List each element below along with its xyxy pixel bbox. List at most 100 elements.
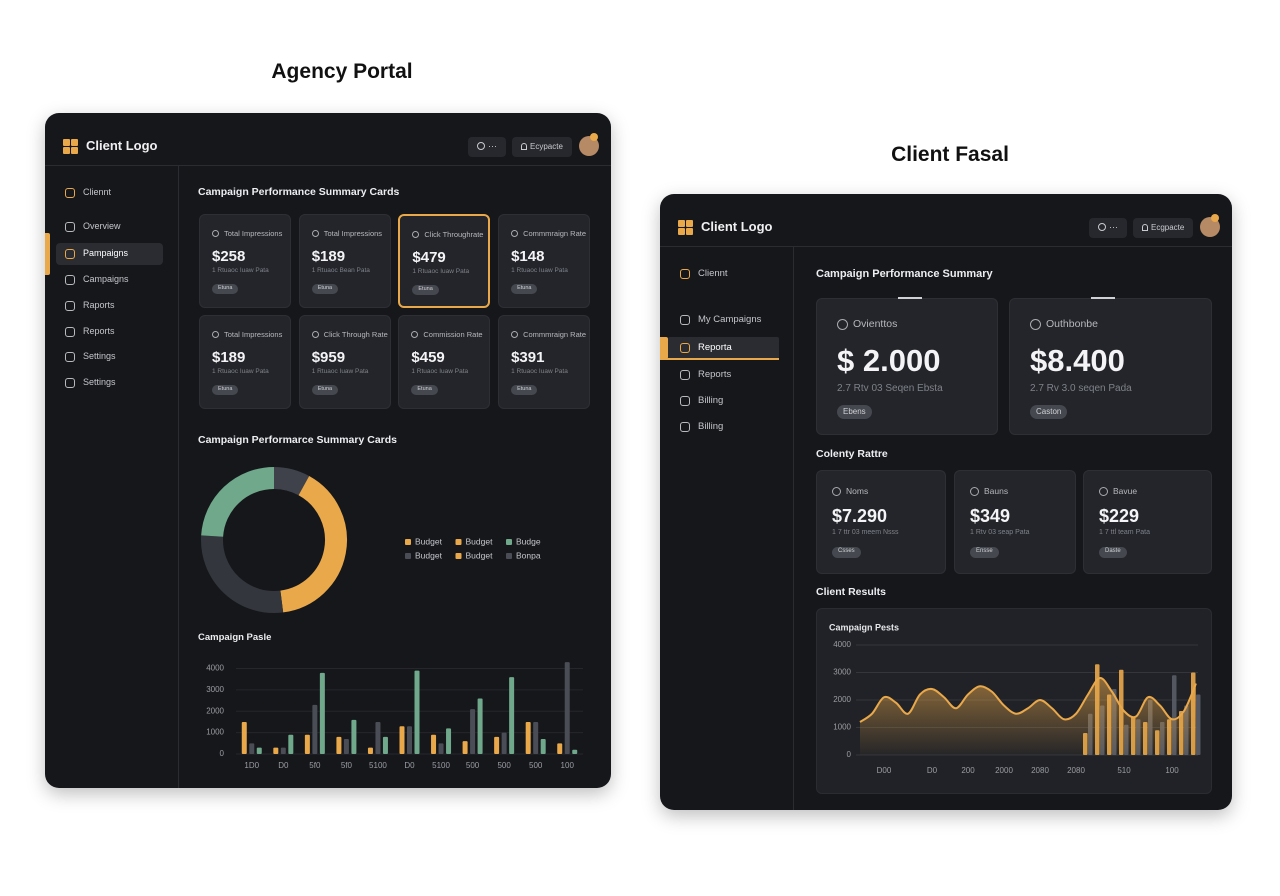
card-value: $479 <box>412 249 446 266</box>
card-label: Bavue <box>1113 486 1138 496</box>
card-label: Total Impressions <box>323 229 383 238</box>
notify-button[interactable]: Ecypacte <box>512 137 572 157</box>
card-label: Outhbonbe <box>1046 318 1098 330</box>
card[interactable]: Ovienttos $ 2.000 2.7 Rtv 03 Seqen Ebsta Eb… <box>816 298 998 435</box>
search-icon <box>477 142 485 150</box>
nav-icon <box>680 370 690 380</box>
card-value: $349 <box>970 506 1011 526</box>
card-tag: Caston <box>1030 405 1068 419</box>
page-heading: Agency Portal <box>271 60 413 83</box>
card[interactable]: Commmraign Rate $391 1 Rtuaoc Iuaw Pata Etu… <box>498 315 591 409</box>
nav-item[interactable]: Raports <box>83 300 115 310</box>
nav-icon <box>680 343 690 353</box>
nav-item[interactable]: Overview <box>83 221 121 231</box>
card-icon <box>212 230 219 237</box>
card-value: $459 <box>411 349 445 366</box>
nav-active-bg <box>668 337 779 359</box>
nav-item[interactable]: Reporta <box>698 342 732 353</box>
card-tag: Etuna <box>311 284 339 294</box>
nav-item[interactable]: Reports <box>83 326 115 336</box>
nav-accent <box>660 337 668 359</box>
search-button[interactable]: ··· <box>1089 218 1127 238</box>
section-title: Campaign Pasle <box>198 632 272 643</box>
section-title: Campaign Performance Summary <box>816 268 993 280</box>
nav-item[interactable]: Pampaigns <box>83 248 129 258</box>
section-title: Colenty Rattre <box>816 448 888 460</box>
card-value: $189 <box>212 349 246 366</box>
nav-underline <box>660 358 779 360</box>
nav-item[interactable]: Cliennt <box>698 268 728 279</box>
nav-item[interactable]: My Campaigns <box>698 314 762 325</box>
avatar[interactable] <box>579 136 599 156</box>
card-tag: Ensse <box>970 547 999 558</box>
nav-item[interactable]: Settings <box>83 351 116 361</box>
search-button[interactable]: ··· <box>468 137 506 157</box>
card[interactable]: Click Throughrate $479 1 Rtuaoc Iuaw Pata E… <box>398 214 491 308</box>
logo-icon <box>678 228 685 235</box>
card[interactable]: Click Through Rate $959 1 Rtuaoc Iuaw Pata… <box>298 315 391 409</box>
card[interactable]: Commmraign Rate $148 1 Rtuaoc Iuaw Pata Etu… <box>498 214 591 308</box>
card[interactable]: Total Impressions $189 1 Rtuaoc Bean Pata E… <box>298 214 391 308</box>
logo-icon <box>686 228 693 235</box>
card[interactable]: Commission Rate $459 1 Rtuaoc Iuaw Pata Etu… <box>398 315 491 409</box>
divider <box>660 246 1232 247</box>
avatar-badge <box>1211 214 1219 222</box>
logo-icon <box>63 139 70 146</box>
nav-item[interactable]: Reports <box>698 369 732 380</box>
card-label: Commmraign Rate <box>523 229 587 238</box>
card-value: $258 <box>212 248 246 265</box>
card-tag: Etuna <box>411 385 438 395</box>
card-note: 2.7 Rv 3.0 seqen Pada <box>1030 383 1132 394</box>
page-heading: Client Fasal <box>891 143 1009 166</box>
card-note: 1 Rtv 03 seap Pata <box>970 529 1030 536</box>
card[interactable]: Total Impressions $258 1 Rtuaoc Iuaw Pata E… <box>199 214 291 308</box>
card-accent <box>1091 297 1115 299</box>
card-label: Noms <box>846 486 869 496</box>
divider <box>793 247 794 810</box>
logo: Client Logo <box>701 219 773 234</box>
card-tag: Etuna <box>412 285 439 295</box>
nav-item[interactable]: Billing <box>698 395 724 406</box>
nav-item[interactable]: Billing <box>698 421 724 432</box>
card[interactable]: Total Impressions $189 1 Rtuaoc Iuaw Pata E… <box>199 315 291 409</box>
card[interactable]: Outhbonbe $8.400 2.7 Rv 3.0 seqen Pada Cast… <box>1009 298 1212 435</box>
nav-item[interactable]: Cliennt <box>83 187 112 197</box>
logo-icon <box>63 147 70 154</box>
card-value: $8.400 <box>1030 343 1125 378</box>
nav-item[interactable]: Campaigns <box>83 274 129 284</box>
card-icon <box>832 487 841 496</box>
card-tag: Csses <box>832 547 861 558</box>
avatar-badge <box>590 133 598 141</box>
card-value: $391 <box>511 349 545 366</box>
card-label: Ovienttos <box>853 318 898 330</box>
card[interactable]: Bavue $229 1 7 ttl team Pata Daste <box>1083 470 1212 574</box>
nav-accent <box>45 233 50 275</box>
card[interactable]: Bauns $349 1 Rtv 03 seap Pata Ensse <box>954 470 1076 574</box>
card-label: Total Impressions <box>224 330 283 339</box>
section-title: Campaign Performarce Summary Cards <box>198 434 397 446</box>
card[interactable]: Noms $7.290 1 7 ttr 03 meem Nsss Csses <box>816 470 946 574</box>
nav-item[interactable]: Settings <box>83 377 116 387</box>
card-icon <box>511 230 519 237</box>
avatar[interactable] <box>1200 217 1220 237</box>
nav-icon <box>65 222 75 232</box>
card-tag: Etuna <box>212 284 239 294</box>
card-tag: Daste <box>1099 547 1127 558</box>
section-title: Campaign Performance Summary Cards <box>198 186 400 198</box>
nav-icon <box>65 275 75 285</box>
nav-icon <box>680 396 690 406</box>
card-label: Click Throughrate <box>424 230 484 239</box>
divider <box>178 166 179 788</box>
notify-button[interactable]: Ecgpacte <box>1133 218 1193 238</box>
card-note: 1 Rtuaoc Iuaw Pata <box>311 368 369 375</box>
card-note: 1 Rtuaoc Iuaw Pata <box>411 368 469 375</box>
card-label: Click Through Rate <box>323 330 388 339</box>
card-icon <box>212 331 219 338</box>
card-note: 1 Rtuaoc Iuaw Pata <box>212 267 269 274</box>
card-note: 2.7 Rtv 03 Seqen Ebsta <box>837 383 943 394</box>
card-accent <box>898 297 922 299</box>
logo: Client Logo <box>86 138 158 153</box>
card-tag: Etuna <box>212 385 239 395</box>
logo-icon <box>686 220 693 227</box>
card-icon <box>311 331 319 338</box>
